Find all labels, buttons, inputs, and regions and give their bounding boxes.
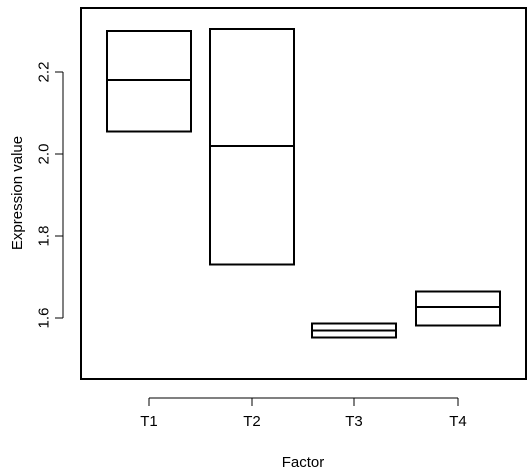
box-t2 [209,27,295,266]
y-tick-label: 2.0 [36,144,53,165]
x-tick-label-t3: T3 [345,413,363,430]
y-axis-label: Expression value [9,136,26,250]
y-tick-label: 1.6 [36,308,53,329]
box-t4 [415,290,501,327]
y-tick-label: 2.2 [36,62,53,83]
x-tick-label-t1: T1 [140,413,158,430]
plot-frame [80,7,527,380]
box-t1 [106,30,192,133]
box-group [106,27,501,339]
x-tick-label-t2: T2 [243,413,261,430]
x-tick-label-t4: T4 [449,413,467,430]
y-axis: 1.6 1.8 2.0 2.2 [36,62,64,329]
x-axis-label: Factor [282,454,325,471]
x-axis: T1 T2 T3 T4 [140,397,467,430]
y-tick-label: 1.8 [36,226,53,247]
